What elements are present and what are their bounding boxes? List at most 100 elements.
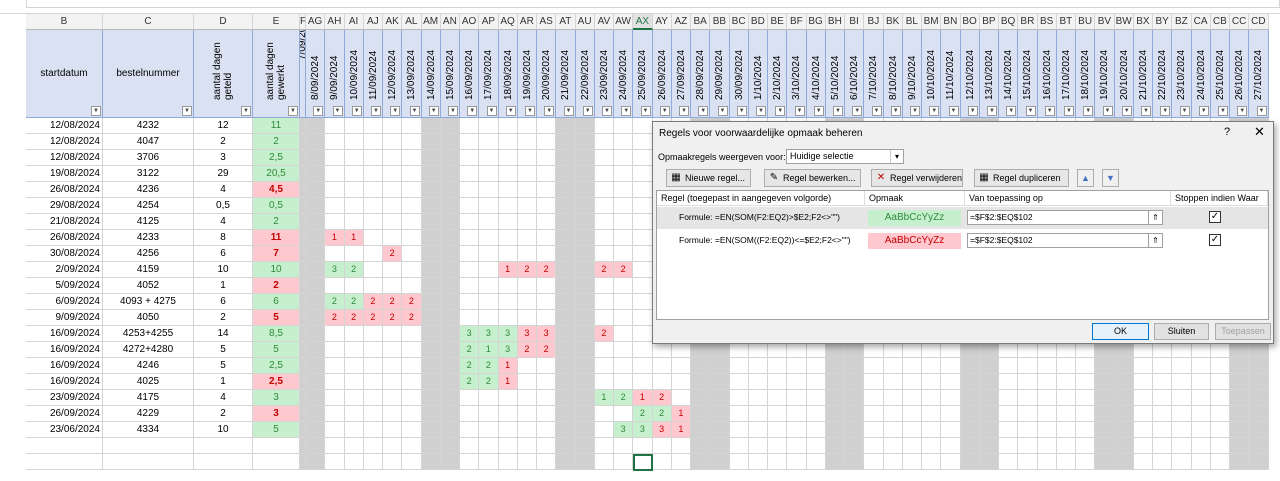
date-cell[interactable]: [1076, 390, 1096, 406]
cell-f[interactable]: [300, 390, 306, 406]
date-cell[interactable]: [806, 374, 826, 390]
filter-dropdown-icon[interactable]: ▼: [871, 106, 882, 116]
date-cell[interactable]: [575, 150, 595, 166]
date-cell[interactable]: [979, 374, 999, 390]
date-cell[interactable]: [344, 166, 364, 182]
date-cell[interactable]: [633, 358, 653, 374]
date-cell[interactable]: [768, 438, 788, 454]
date-cell[interactable]: [556, 358, 576, 374]
date-cell[interactable]: [575, 182, 595, 198]
date-cell[interactable]: [1076, 358, 1096, 374]
day-value-cell[interactable]: 2: [325, 294, 345, 310]
date-cell[interactable]: [306, 182, 326, 198]
date-cell[interactable]: [363, 166, 383, 182]
column-header[interactable]: BG: [806, 14, 826, 30]
apply-button[interactable]: Toepassen: [1215, 323, 1271, 340]
filter-dropdown-icon[interactable]: ▼: [1121, 106, 1132, 116]
date-cell[interactable]: [556, 198, 576, 214]
filter-dropdown-icon[interactable]: ▼: [987, 106, 997, 116]
date-cell[interactable]: [363, 134, 383, 150]
date-cell[interactable]: [440, 198, 460, 214]
date-cell[interactable]: [902, 454, 922, 470]
date-cell[interactable]: [633, 198, 653, 214]
cell-e[interactable]: 5: [253, 422, 300, 438]
date-cell[interactable]: [614, 214, 634, 230]
date-cell[interactable]: [691, 422, 711, 438]
date-cell[interactable]: [1095, 422, 1115, 438]
date-cell[interactable]: [537, 198, 557, 214]
date-cell[interactable]: [806, 438, 826, 454]
column-header[interactable]: BJ: [864, 14, 884, 30]
date-cell[interactable]: [402, 438, 422, 454]
date-cell[interactable]: [999, 390, 1019, 406]
date-cell[interactable]: [306, 230, 326, 246]
date-cell[interactable]: [633, 166, 653, 182]
cell-b[interactable]: 12/08/2024: [26, 118, 103, 134]
cell-f[interactable]: [300, 438, 306, 454]
date-header-cell[interactable]: 11/10/2024 ▼: [941, 30, 961, 118]
date-cell[interactable]: [402, 198, 422, 214]
date-cell[interactable]: [614, 166, 634, 182]
date-cell[interactable]: [306, 262, 326, 278]
date-cell[interactable]: [922, 374, 942, 390]
date-cell[interactable]: [402, 150, 422, 166]
date-cell[interactable]: [421, 454, 441, 470]
date-cell[interactable]: [941, 438, 961, 454]
cell-b[interactable]: 26/08/2024: [26, 230, 103, 246]
date-cell[interactable]: [1191, 438, 1211, 454]
column-header[interactable]: CD: [1249, 14, 1269, 30]
date-cell[interactable]: [575, 310, 595, 326]
date-cell[interactable]: [1133, 454, 1153, 470]
day-value-cell[interactable]: 1: [325, 230, 345, 246]
date-cell[interactable]: [633, 214, 653, 230]
date-cell[interactable]: [556, 454, 576, 470]
day-value-cell[interactable]: 2: [363, 294, 383, 310]
date-cell[interactable]: [614, 182, 634, 198]
date-cell[interactable]: [383, 438, 403, 454]
cell-c[interactable]: 4254: [103, 198, 194, 214]
date-cell[interactable]: [1095, 342, 1115, 358]
date-cell[interactable]: [325, 134, 345, 150]
date-cell[interactable]: [1056, 374, 1076, 390]
date-cell[interactable]: [556, 342, 576, 358]
date-cell[interactable]: [306, 374, 326, 390]
date-cell[interactable]: [460, 166, 480, 182]
cell-f[interactable]: [300, 118, 306, 134]
date-header-cell[interactable]: 22/10/2024 ▼: [1153, 30, 1173, 118]
day-value-cell[interactable]: 3: [498, 326, 518, 342]
cell-c[interactable]: 4232: [103, 118, 194, 134]
cell-c[interactable]: [103, 454, 194, 470]
date-cell[interactable]: [498, 278, 518, 294]
filter-dropdown-icon[interactable]: ▼: [640, 106, 651, 116]
column-header[interactable]: F: [300, 14, 306, 30]
date-cell[interactable]: [1037, 342, 1057, 358]
date-cell[interactable]: [537, 246, 557, 262]
date-cell[interactable]: [575, 326, 595, 342]
date-header-cell[interactable]: 17/09/2024 ▼: [479, 30, 499, 118]
cell-c[interactable]: 4334: [103, 422, 194, 438]
date-cell[interactable]: [556, 134, 576, 150]
date-cell[interactable]: [1172, 390, 1192, 406]
date-cell[interactable]: [537, 438, 557, 454]
date-cell[interactable]: [537, 310, 557, 326]
filter-dropdown-icon[interactable]: ▼: [775, 106, 786, 116]
date-cell[interactable]: [556, 422, 576, 438]
date-cell[interactable]: [479, 390, 499, 406]
day-value-cell[interactable]: 3: [479, 326, 499, 342]
filter-dropdown-icon[interactable]: ▼: [241, 106, 251, 116]
date-cell[interactable]: [344, 374, 364, 390]
cell-d[interactable]: 4: [194, 182, 253, 198]
date-cell[interactable]: [440, 326, 460, 342]
date-cell[interactable]: [479, 134, 499, 150]
date-cell[interactable]: [325, 326, 345, 342]
date-cell[interactable]: [1210, 422, 1230, 438]
date-cell[interactable]: [1095, 438, 1115, 454]
date-cell[interactable]: [537, 358, 557, 374]
date-cell[interactable]: [1230, 422, 1250, 438]
day-value-cell[interactable]: 2: [402, 294, 422, 310]
date-cell[interactable]: [1172, 438, 1192, 454]
cell-c[interactable]: 4050: [103, 310, 194, 326]
date-cell[interactable]: [383, 390, 403, 406]
filter-dropdown-icon[interactable]: ▼: [582, 106, 593, 116]
date-cell[interactable]: [633, 438, 653, 454]
